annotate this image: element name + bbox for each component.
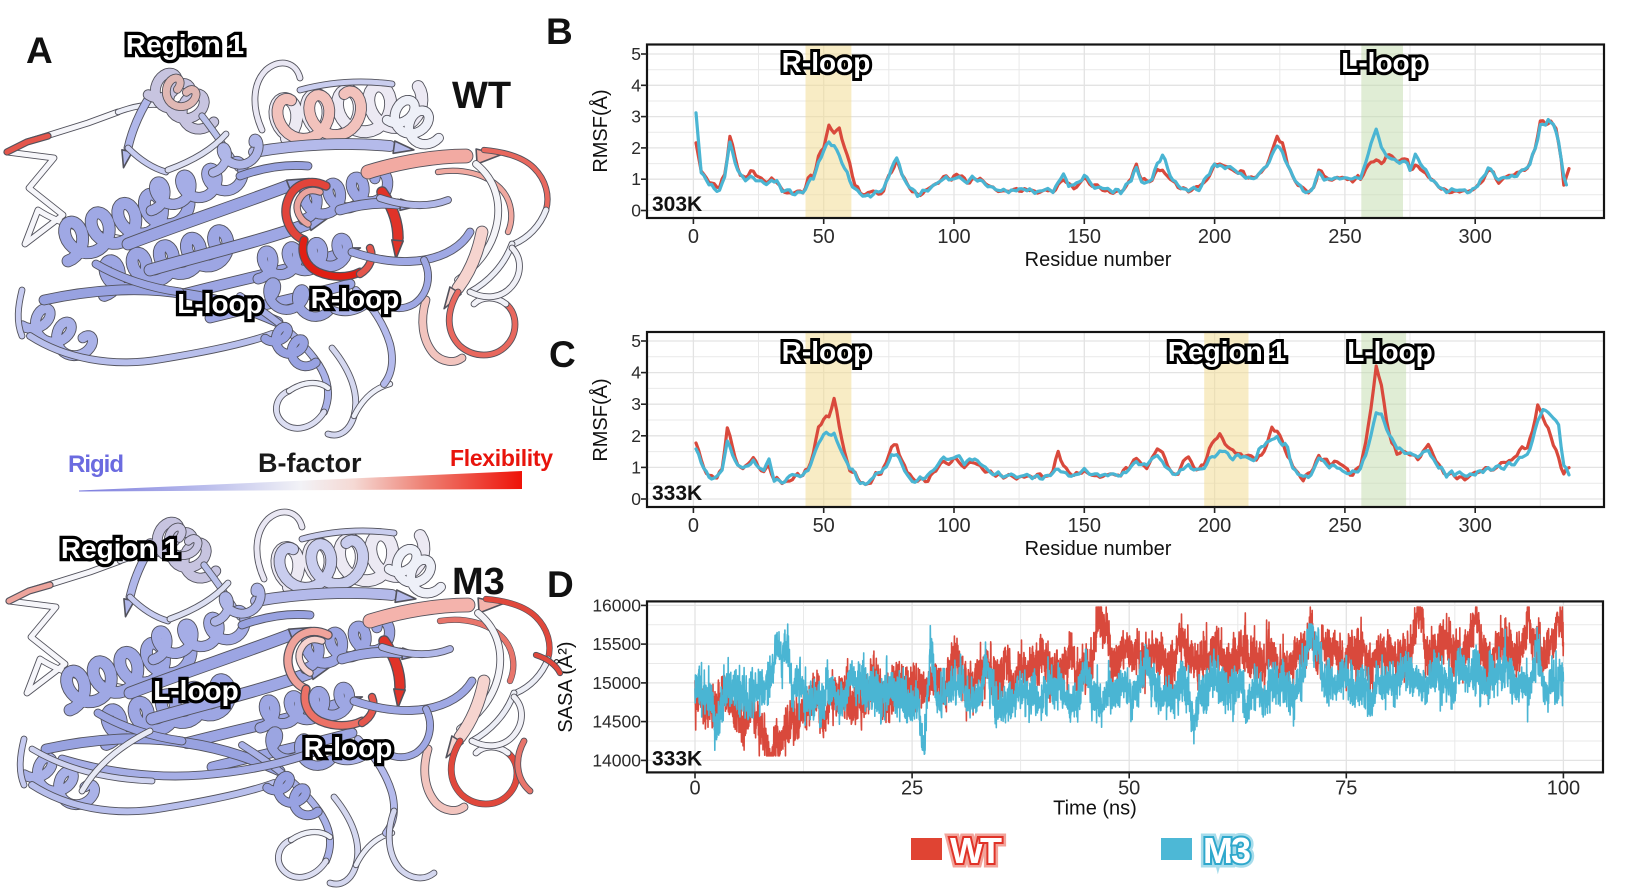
svg-text:1: 1	[631, 169, 641, 189]
svg-text:300: 300	[1459, 226, 1492, 248]
svg-text:B-factor: B-factor	[258, 448, 362, 478]
svg-text:0: 0	[688, 515, 699, 537]
svg-text:Rigid: Rigid	[68, 451, 124, 478]
svg-text:150: 150	[1068, 226, 1101, 248]
svg-text:15000: 15000	[592, 673, 641, 693]
svg-text:0: 0	[689, 777, 700, 799]
svg-text:A: A	[26, 30, 53, 71]
svg-text:R-loop: R-loop	[304, 732, 393, 763]
svg-text:150: 150	[1068, 515, 1101, 537]
svg-text:2: 2	[631, 426, 641, 446]
svg-text:Time (ns): Time (ns)	[1053, 797, 1137, 819]
svg-text:15500: 15500	[592, 634, 641, 654]
svg-text:3: 3	[631, 107, 641, 127]
svg-text:D: D	[547, 564, 574, 605]
svg-text:M3: M3	[452, 561, 505, 603]
svg-text:0: 0	[631, 489, 641, 509]
svg-text:250: 250	[1328, 515, 1361, 537]
svg-text:250: 250	[1328, 226, 1361, 248]
svg-text:50: 50	[813, 226, 835, 248]
svg-text:5: 5	[631, 44, 641, 64]
svg-text:R-loop: R-loop	[782, 336, 871, 367]
svg-text:14000: 14000	[592, 750, 641, 770]
svg-text:75: 75	[1335, 777, 1357, 799]
svg-text:100: 100	[937, 515, 970, 537]
svg-text:R-loop: R-loop	[311, 283, 400, 314]
svg-text:14500: 14500	[592, 712, 641, 732]
svg-text:WT: WT	[452, 75, 511, 117]
svg-text:303K: 303K	[652, 193, 702, 216]
svg-text:B: B	[546, 11, 573, 52]
svg-text:L-loop: L-loop	[153, 675, 239, 706]
svg-text:50: 50	[813, 515, 835, 537]
svg-text:Residue number: Residue number	[1025, 538, 1172, 560]
svg-text:200: 200	[1198, 515, 1231, 537]
svg-text:RMSF(Å): RMSF(Å)	[589, 89, 612, 172]
svg-text:Residue number: Residue number	[1025, 249, 1172, 271]
svg-text:3: 3	[631, 394, 641, 414]
svg-text:333K: 333K	[652, 747, 702, 770]
svg-text:WT: WT	[950, 830, 1002, 871]
svg-text:2: 2	[631, 138, 641, 158]
svg-text:0: 0	[631, 201, 641, 221]
svg-text:M3: M3	[1203, 830, 1251, 871]
svg-text:M3: M3	[1203, 830, 1251, 871]
svg-text:4: 4	[631, 75, 641, 95]
svg-text:200: 200	[1198, 226, 1231, 248]
svg-text:25: 25	[901, 777, 923, 799]
svg-text:SASA (Å²): SASA (Å²)	[554, 641, 577, 732]
svg-text:C: C	[549, 334, 576, 375]
svg-text:5: 5	[631, 331, 641, 351]
svg-text:0: 0	[688, 226, 699, 248]
svg-text:333K: 333K	[652, 482, 702, 505]
svg-text:Region 1: Region 1	[61, 533, 179, 564]
svg-text:L-loop: L-loop	[1347, 336, 1433, 367]
svg-text:Flexibility: Flexibility	[450, 445, 553, 471]
svg-text:L-loop: L-loop	[177, 288, 263, 319]
svg-text:300: 300	[1459, 515, 1492, 537]
svg-text:RMSF(Å): RMSF(Å)	[589, 378, 612, 461]
svg-text:100: 100	[937, 226, 970, 248]
svg-text:16000: 16000	[592, 595, 641, 615]
svg-text:WT: WT	[950, 830, 1002, 871]
svg-text:R-loop: R-loop	[782, 47, 871, 78]
svg-text:L-loop: L-loop	[1341, 47, 1427, 78]
svg-text:4: 4	[631, 363, 641, 383]
svg-text:100: 100	[1547, 777, 1580, 799]
svg-text:Region 1: Region 1	[126, 29, 244, 60]
svg-text:50: 50	[1118, 777, 1140, 799]
svg-text:1: 1	[631, 457, 641, 477]
svg-text:Region 1: Region 1	[1168, 336, 1286, 367]
